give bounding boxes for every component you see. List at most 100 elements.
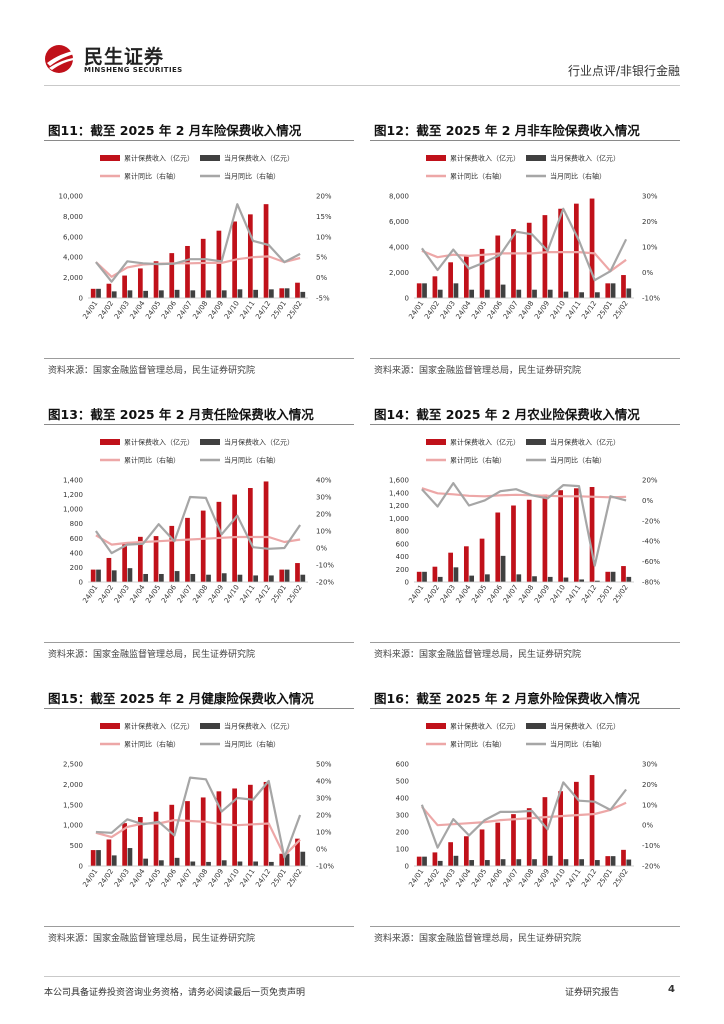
bar-monthly <box>190 290 196 298</box>
x-tick-label: 24/09 <box>207 868 225 889</box>
legend-swatch <box>426 723 446 729</box>
title-divider <box>44 140 354 141</box>
y-tick-label: 4,000 <box>389 244 409 252</box>
bar-cumulative <box>526 222 532 298</box>
x-tick-label: 24/02 <box>97 868 115 889</box>
x-tick-label: 25/01 <box>596 300 614 321</box>
bar-monthly <box>500 859 506 866</box>
x-tick-label: 25/02 <box>612 868 630 889</box>
bar-monthly <box>547 855 553 866</box>
x-tick-label: 25/02 <box>612 300 630 321</box>
y2-tick-label: 30% <box>316 494 332 502</box>
chart-title: 图11：截至 2025 年 2 月车险保费收入情况 <box>48 123 302 138</box>
x-tick-label: 24/02 <box>423 584 441 605</box>
chart-panel-auto: 图11：截至 2025 年 2 月车险保费收入情况 累计保费收入（亿元） 当月保费… <box>44 120 354 378</box>
x-tick-label: 24/06 <box>160 583 178 605</box>
bar-monthly <box>300 851 306 866</box>
bar-cumulative <box>448 842 453 866</box>
bar-cumulative <box>589 775 595 866</box>
y-tick-label: 300 <box>396 812 409 820</box>
x-tick-label: 24/01 <box>407 868 425 889</box>
y2-tick-label: 0% <box>642 497 653 505</box>
bar-cumulative <box>589 198 595 298</box>
x-tick-label: 24/11 <box>239 584 257 605</box>
y2-tick-label: 50% <box>316 761 332 769</box>
bar-monthly <box>437 289 443 298</box>
x-tick-label: 24/07 <box>502 300 520 321</box>
legend-label: 累计同比（右轴） <box>124 172 180 181</box>
y-tick-label: 1,200 <box>63 491 83 499</box>
chart-legend: 累计保费收入（亿元） 当月保费收入（亿元） 累计同比（右轴） 当月同比（右轴） <box>426 722 620 749</box>
bar-cumulative <box>542 215 548 298</box>
x-tick-label: 25/01 <box>270 584 288 605</box>
x-tick-label: 24/05 <box>144 300 162 321</box>
line-cumulative-yoy <box>95 818 301 857</box>
chart-non-auto-premium: 累计保费收入（亿元） 当月保费收入（亿元） 累计同比（右轴） 当月同比（右轴） 0 2,0… <box>389 154 660 321</box>
y-tick-label: 8,000 <box>63 213 83 221</box>
bar-monthly <box>253 289 259 298</box>
bar-cumulative <box>511 229 516 298</box>
bar-cumulative <box>416 856 422 866</box>
y2-tick-label: 0% <box>642 822 653 830</box>
bar-cumulative <box>247 214 253 298</box>
x-tick-label: 24/03 <box>113 584 131 605</box>
bar-cumulative <box>605 856 611 866</box>
line-monthly-yoy <box>95 495 302 555</box>
bar-cumulative <box>137 536 143 582</box>
chart-source: 资料来源：国家金融监督管理总局，民生证券研究院 <box>374 934 582 944</box>
y2-tick-label: 20% <box>642 781 658 789</box>
legend-label: 当月保费收入（亿元） <box>550 722 620 731</box>
x-tick-label: 24/03 <box>113 868 131 889</box>
y-tick-label: 2,500 <box>63 761 83 769</box>
legend-swatch <box>100 723 120 729</box>
y2-tick-label: 30% <box>316 795 332 803</box>
bar-monthly <box>269 861 274 866</box>
legend-swatch <box>200 439 220 445</box>
y2-tick-label: -10% <box>316 562 334 570</box>
bar-monthly <box>595 860 600 866</box>
bar-monthly <box>469 289 475 298</box>
bar-cumulative <box>153 536 159 582</box>
bar-cumulative <box>279 853 285 866</box>
y-tick-label: 1,600 <box>389 477 409 485</box>
page-header: 民生证券 MINSHENG SECURITIES 行业点评/非银行金融 <box>0 0 724 90</box>
bar-cumulative <box>295 838 300 866</box>
bar-monthly <box>96 288 101 298</box>
bar-monthly <box>111 855 117 866</box>
bar-monthly <box>127 290 133 298</box>
bar-cumulative <box>605 571 611 582</box>
bar-monthly <box>563 577 569 582</box>
x-tick-label: 24/01 <box>407 584 425 605</box>
bar-monthly <box>453 283 459 298</box>
bar-monthly <box>253 575 259 582</box>
x-tick-label: 24/09 <box>207 300 225 321</box>
bar-monthly <box>532 289 537 298</box>
y-tick-label: 6,000 <box>389 218 409 226</box>
source-divider <box>370 358 680 359</box>
bar-monthly <box>469 575 475 582</box>
x-tick-label: 24/10 <box>223 584 241 605</box>
y2-tick-label: 10% <box>642 244 658 252</box>
x-tick-label: 24/10 <box>549 584 567 605</box>
bar-monthly <box>532 859 537 866</box>
x-tick-label: 24/11 <box>565 868 583 889</box>
y2-tick-label: 20% <box>316 193 332 201</box>
x-tick-label: 24/04 <box>129 299 147 321</box>
x-tick-label: 24/01 <box>407 300 425 321</box>
bar-cumulative <box>216 230 222 298</box>
legend-swatch <box>426 155 446 161</box>
chart-panel-accident: 图16：截至 2025 年 2 月意外险保费收入情况 累计保费收入（亿元） 当月保… <box>370 688 680 946</box>
chart-source: 资料来源：国家金融监督管理总局，民生证券研究院 <box>374 366 582 376</box>
y-tick-label: 1,000 <box>63 506 83 514</box>
bar-cumulative <box>573 781 579 866</box>
bar-cumulative <box>279 288 285 298</box>
bar-monthly <box>174 857 180 866</box>
legend-label: 累计保费收入（亿元） <box>450 154 520 163</box>
chart-auto-premium: 累计保费收入（亿元） 当月保费收入（亿元） 累计同比（右轴） 当月同比（右轴） 0 2,0… <box>59 154 332 321</box>
bar-monthly <box>253 861 259 866</box>
bar-cumulative <box>448 262 453 298</box>
line-cumulative-yoy <box>421 249 627 273</box>
bar-monthly <box>174 571 180 582</box>
source-divider <box>370 642 680 643</box>
y2-tick-label: -10% <box>316 863 334 871</box>
